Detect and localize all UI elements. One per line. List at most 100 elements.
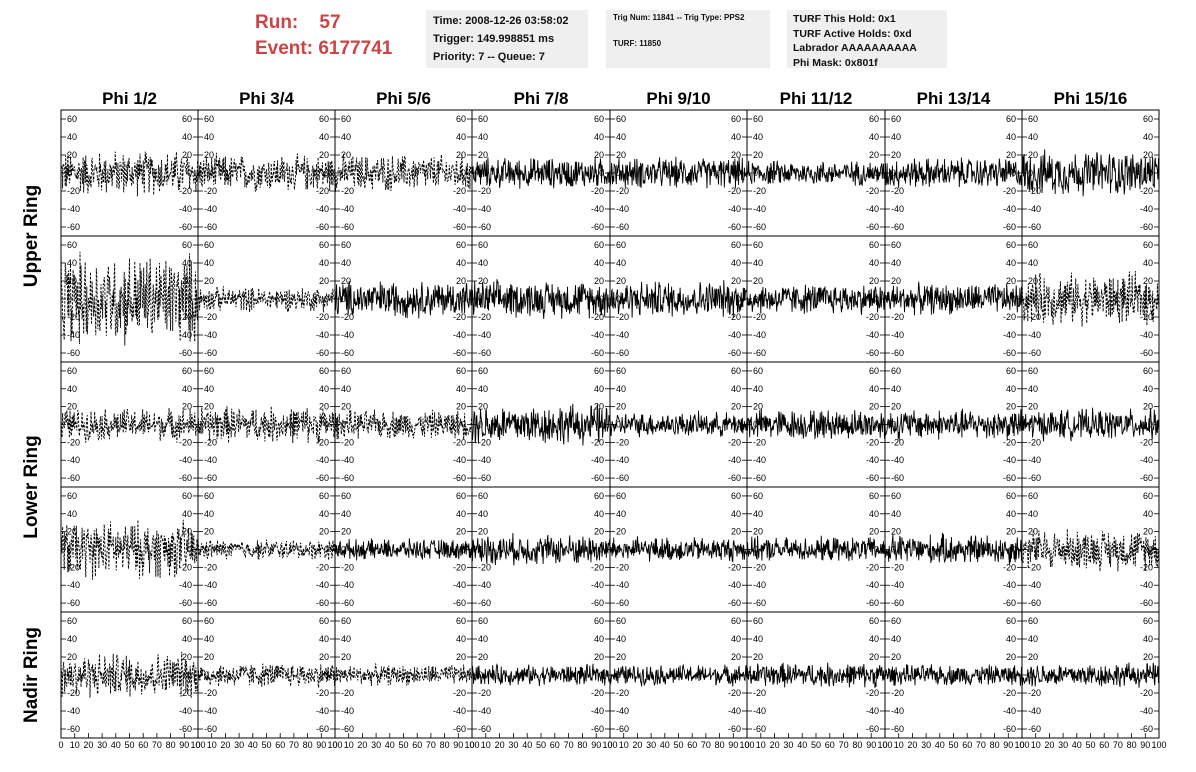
y-tick-label-right: 20 xyxy=(319,402,329,412)
y-tick-label-right: -60 xyxy=(1003,473,1016,483)
x-tick-label: 0 xyxy=(58,740,63,750)
y-tick-label-left: 20 xyxy=(891,402,901,412)
y-tick-label-left: 60 xyxy=(341,240,351,250)
y-tick-label-left: -40 xyxy=(478,455,491,465)
y-tick-label-left: -20 xyxy=(341,312,354,322)
y-tick-label-right: 0 xyxy=(1148,545,1153,555)
y-tick-label-right: 60 xyxy=(1143,616,1153,626)
waveform-trace xyxy=(746,662,886,688)
y-tick-label-right: 60 xyxy=(456,114,466,124)
phi-mask-text: Phi Mask: 0x801f xyxy=(793,56,878,69)
y-tick-label-right: 40 xyxy=(319,384,329,394)
waveform-trace xyxy=(471,403,611,446)
x-tick-label: 40 xyxy=(660,740,670,750)
y-tick-label-left: -40 xyxy=(1028,580,1041,590)
y-tick-label-right: -40 xyxy=(728,580,741,590)
y-tick-label-right: 60 xyxy=(869,491,879,501)
y-tick-label-left: 40 xyxy=(753,509,763,519)
y-tick-label-right: -20 xyxy=(591,312,604,322)
y-tick-label-right: -60 xyxy=(866,222,879,232)
column-header: Phi 1/2 xyxy=(102,89,157,108)
y-tick-label-left: 0 xyxy=(67,168,72,178)
x-tick-label: 50 xyxy=(398,740,408,750)
y-tick-label-right: 60 xyxy=(731,616,741,626)
x-tick-label: 50 xyxy=(673,740,683,750)
y-tick-label-right: -60 xyxy=(866,724,879,734)
y-tick-label-left: 20 xyxy=(204,527,214,537)
y-tick-label-left: -60 xyxy=(1028,598,1041,608)
y-tick-label-left: -60 xyxy=(616,473,629,483)
y-tick-label-left: -40 xyxy=(891,330,904,340)
y-tick-label-left: 20 xyxy=(478,276,488,286)
y-tick-label-left: 40 xyxy=(753,132,763,142)
y-tick-label-right: -40 xyxy=(1140,706,1153,716)
y-tick-label-right: 20 xyxy=(594,527,604,537)
y-tick-label-left: 60 xyxy=(1028,114,1038,124)
y-tick-label-left: -20 xyxy=(891,186,904,196)
y-tick-label-left: 20 xyxy=(341,150,351,160)
y-tick-label-right: 40 xyxy=(319,509,329,519)
ring-label: Upper Ring xyxy=(21,185,42,287)
y-tick-label-right: 20 xyxy=(456,150,466,160)
y-tick-label-left: -20 xyxy=(67,186,80,196)
y-tick-label-right: 40 xyxy=(1006,634,1016,644)
turf-active-text: TURF Active Holds: 0xd xyxy=(793,27,912,40)
ring-label: Lower Ring xyxy=(21,435,42,538)
y-tick-label-left: -60 xyxy=(341,348,354,358)
y-tick-label-right: 20 xyxy=(731,276,741,286)
y-tick-label-left: 40 xyxy=(891,384,901,394)
y-tick-label-right: -40 xyxy=(728,204,741,214)
y-tick-label-left: 0 xyxy=(341,168,346,178)
y-tick-label-left: -60 xyxy=(204,724,217,734)
y-tick-label-right: -20 xyxy=(728,312,741,322)
y-tick-label-left: 20 xyxy=(753,527,763,537)
y-tick-label-right: 40 xyxy=(182,258,192,268)
x-tick-label: 10 xyxy=(619,740,629,750)
waveform-trace xyxy=(746,160,886,187)
y-tick-label-right: 40 xyxy=(182,634,192,644)
y-tick-label-left: -40 xyxy=(204,330,217,340)
y-tick-label-right: 60 xyxy=(319,366,329,376)
y-tick-label-right: -60 xyxy=(591,348,604,358)
y-tick-label-right: -40 xyxy=(866,204,879,214)
y-tick-label-right: 40 xyxy=(731,132,741,142)
x-tick-label: 50 xyxy=(948,740,958,750)
y-tick-label-left: -60 xyxy=(341,724,354,734)
y-tick-label-right: -40 xyxy=(179,204,192,214)
x-tick-label: 80 xyxy=(852,740,862,750)
y-tick-label-left: -60 xyxy=(67,473,80,483)
y-tick-label-left: -60 xyxy=(891,724,904,734)
y-tick-label-left: -60 xyxy=(1028,724,1041,734)
y-tick-label-left: -20 xyxy=(1028,562,1041,572)
y-tick-label-left: -20 xyxy=(341,562,354,572)
y-tick-label-right: -60 xyxy=(1140,473,1153,483)
y-tick-label-left: 20 xyxy=(204,276,214,286)
x-tick-label: 10 xyxy=(894,740,904,750)
y-tick-label-right: -60 xyxy=(179,724,192,734)
y-tick-label-right: -20 xyxy=(1140,312,1153,322)
waveform-trace xyxy=(334,153,473,192)
y-tick-label-left: 20 xyxy=(753,276,763,286)
y-tick-label-right: -20 xyxy=(591,562,604,572)
y-tick-label-right: 60 xyxy=(1143,491,1153,501)
waveform-trace xyxy=(884,281,1023,316)
y-tick-label-left: 0 xyxy=(341,545,346,555)
column-header: Phi 13/14 xyxy=(917,89,991,108)
y-tick-label-right: 0 xyxy=(461,670,466,680)
y-tick-label-right: -40 xyxy=(316,580,329,590)
y-tick-label-left: -40 xyxy=(67,580,80,590)
y-tick-label-right: 0 xyxy=(461,168,466,178)
y-tick-label-right: -20 xyxy=(316,437,329,447)
x-tick-label: 60 xyxy=(138,740,148,750)
waveform-trace xyxy=(60,651,199,698)
y-tick-label-left: -60 xyxy=(204,348,217,358)
waveform-trace xyxy=(334,538,473,561)
y-tick-label-right: -40 xyxy=(316,330,329,340)
y-tick-label-right: 20 xyxy=(869,402,879,412)
x-tick-label: 10 xyxy=(207,740,217,750)
y-tick-label-left: 60 xyxy=(891,114,901,124)
waveform-trace xyxy=(471,663,611,687)
y-tick-label-right: -60 xyxy=(1140,724,1153,734)
y-tick-label-left: 40 xyxy=(1028,132,1038,142)
y-tick-label-right: -20 xyxy=(316,562,329,572)
